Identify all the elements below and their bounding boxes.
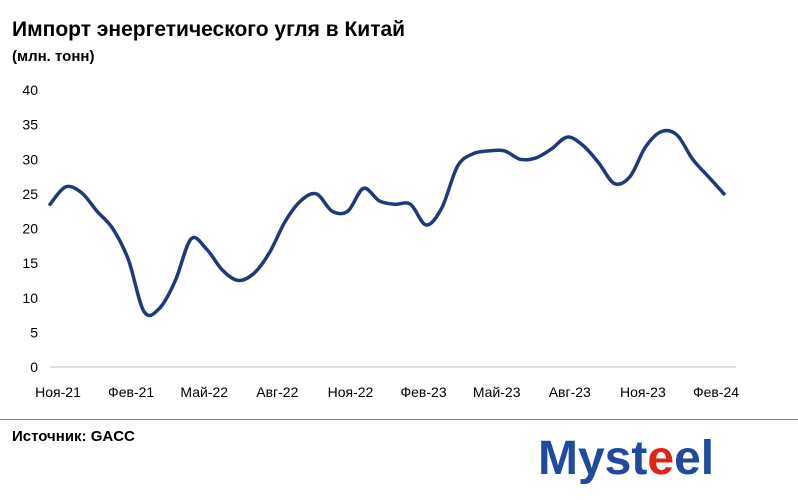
- chart-title: Импорт энергетического угля в Китай: [12, 18, 406, 41]
- x-tick-label: Май-22: [180, 384, 228, 400]
- line-chart: 0 5 10 15 20 25 30 35 40 Ноя-21 Фев-21 Май-22 Авг-2…: [22, 82, 739, 400]
- y-tick-label: 5: [30, 324, 38, 340]
- y-tick-label: 30: [22, 151, 38, 167]
- footer-divider: [0, 419, 798, 420]
- y-tick-label: 0: [30, 359, 38, 375]
- y-tick-label: 15: [22, 255, 38, 271]
- y-tick-label: 20: [22, 221, 38, 237]
- y-axis-ticks: 0 5 10 15 20 25 30 35 40: [22, 82, 38, 375]
- y-tick-label: 25: [22, 186, 38, 202]
- x-tick-label: Фев-21: [108, 384, 154, 400]
- x-tick-label: Фев-23: [401, 384, 447, 400]
- logo-text-end: el: [674, 432, 714, 485]
- source-note: Источник: GACC: [12, 428, 135, 445]
- logo-text-main: Myst: [538, 432, 647, 485]
- logo-text: Mysteel: [538, 432, 714, 485]
- x-tick-label: Май-23: [473, 384, 521, 400]
- x-tick-label: Ноя-22: [328, 384, 374, 400]
- y-tick-label: 40: [22, 82, 38, 98]
- y-tick-label: 35: [22, 117, 38, 133]
- chart-subtitle: (млн. тонн): [12, 48, 95, 65]
- y-tick-label: 10: [22, 290, 38, 306]
- logo-text-accent: e: [647, 432, 674, 485]
- x-tick-label: Фев-24: [693, 384, 739, 400]
- x-tick-label: Ноя-23: [620, 384, 666, 400]
- series-line: [48, 128, 726, 318]
- x-tick-label: Ноя-21: [35, 384, 81, 400]
- x-tick-label: Авг-22: [256, 384, 298, 400]
- mysteel-logo: Mysteel: [538, 432, 714, 485]
- series-layer: [48, 128, 726, 318]
- x-axis-ticks: Ноя-21 Фев-21 Май-22 Авг-22 Ноя-22 Фев-23 Май-…: [35, 384, 739, 400]
- x-tick-label: Авг-23: [549, 384, 591, 400]
